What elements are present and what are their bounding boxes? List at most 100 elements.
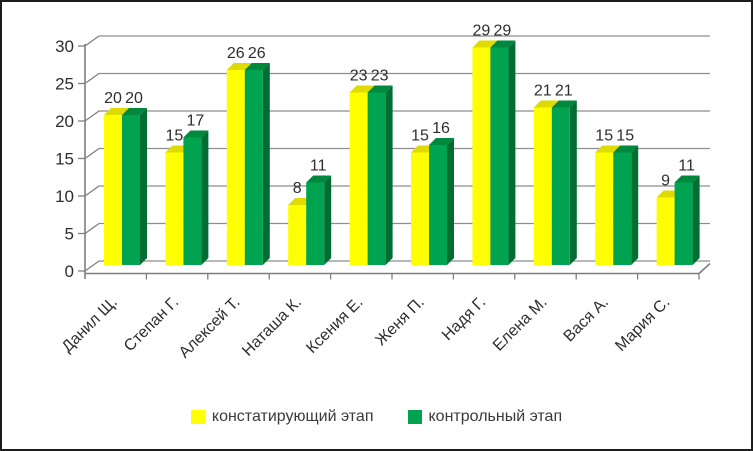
bar-top-s1-c7 bbox=[551, 100, 577, 108]
bar-s0-c0 bbox=[104, 115, 122, 265]
bar-s0-c1 bbox=[165, 152, 184, 265]
data-label: 20 bbox=[104, 90, 122, 107]
bar-side-s1-c7 bbox=[569, 100, 577, 265]
bar-s0-c7 bbox=[533, 107, 552, 265]
bar-s0-c9 bbox=[656, 197, 675, 265]
category-label: Ксения Е. bbox=[303, 294, 366, 357]
bar-side-s1-c0 bbox=[140, 108, 147, 265]
bar-top-s1-c6 bbox=[490, 40, 516, 48]
bar-side-s1-c1 bbox=[201, 130, 209, 265]
bar-top-s1-c2 bbox=[244, 63, 270, 70]
bar-top-s0-c7 bbox=[533, 100, 559, 108]
bar-top-s1-c9 bbox=[674, 175, 700, 183]
category-label: Алексей Т. bbox=[176, 294, 244, 362]
bar-top-s0-c8 bbox=[595, 145, 621, 153]
bar-s0-c6 bbox=[472, 47, 491, 265]
bar-s1-c2 bbox=[244, 70, 263, 265]
bar-s1-c9 bbox=[674, 182, 693, 265]
bar-top-s1-c8 bbox=[613, 145, 639, 153]
bar-side-s1-c6 bbox=[508, 40, 516, 265]
data-label: 26 bbox=[248, 45, 266, 62]
data-label: 15 bbox=[411, 128, 429, 145]
y-tick-label: 10 bbox=[55, 187, 74, 206]
bar-top-s0-c4 bbox=[349, 85, 375, 93]
bar-s1-c4 bbox=[367, 92, 386, 265]
depth-connector bbox=[84, 222, 100, 235]
depth-connector bbox=[84, 110, 100, 122]
legend-item-0: констатирующий этап bbox=[190, 408, 374, 426]
bar-s0-c3 bbox=[288, 205, 307, 265]
data-label: 15 bbox=[166, 128, 184, 145]
category-label: Вася А. bbox=[561, 294, 612, 345]
data-label: 20 bbox=[125, 90, 143, 107]
bar-s1-c5 bbox=[429, 145, 447, 265]
y-tick-label: 5 bbox=[65, 225, 74, 244]
data-label: 8 bbox=[293, 180, 302, 197]
bar-s1-c8 bbox=[613, 152, 632, 265]
data-label: 16 bbox=[432, 120, 450, 137]
chart-legend: констатирующий этап контрольный этап bbox=[2, 408, 751, 426]
depth-connector bbox=[84, 147, 100, 160]
bar-side-s1-c8 bbox=[631, 145, 639, 265]
legend-item-1: контрольный этап bbox=[407, 408, 563, 426]
y-tick-label: 20 bbox=[55, 112, 74, 131]
data-label: 26 bbox=[227, 45, 245, 62]
depth-connector bbox=[84, 35, 100, 47]
bar-s1-c7 bbox=[551, 107, 570, 265]
category-label: Мария С. bbox=[612, 294, 673, 355]
y-tick-label: 15 bbox=[55, 150, 74, 169]
bar-side-s1-c9 bbox=[692, 175, 700, 265]
bar-s0-c5 bbox=[411, 152, 429, 265]
legend-swatch-0 bbox=[190, 410, 205, 424]
depth-connector bbox=[84, 185, 100, 197]
data-label: 11 bbox=[678, 158, 695, 175]
bar-s1-c3 bbox=[306, 182, 325, 265]
floor-depth-edge bbox=[698, 262, 711, 275]
category-label: Женя П. bbox=[372, 294, 427, 349]
data-label: 11 bbox=[310, 158, 327, 175]
bar-side-s1-c2 bbox=[262, 63, 270, 265]
bar-top-s1-c4 bbox=[367, 85, 393, 93]
bar-top-s0-c2 bbox=[226, 63, 252, 70]
depth-connector bbox=[84, 260, 100, 272]
category-label: Данил Щ. bbox=[59, 294, 121, 356]
data-label: 23 bbox=[371, 68, 389, 85]
data-label: 29 bbox=[473, 23, 491, 40]
bar-top-s0-c6 bbox=[472, 40, 498, 48]
data-label: 9 bbox=[661, 173, 670, 190]
bar-top-s1-c1 bbox=[183, 130, 209, 138]
data-label: 21 bbox=[534, 83, 552, 100]
bar-side-s1-c4 bbox=[385, 85, 393, 265]
bar-s0-c2 bbox=[226, 70, 245, 265]
bar-top-s1-c3 bbox=[306, 175, 332, 183]
bar-s1-c6 bbox=[490, 47, 509, 265]
bar-s0-c8 bbox=[595, 152, 614, 265]
legend-label-1: контрольный этап bbox=[428, 408, 563, 425]
bar-top-s1-c5 bbox=[429, 138, 454, 145]
legend-swatch-1 bbox=[407, 410, 422, 424]
bar-top-s1-c0 bbox=[122, 108, 147, 115]
data-label: 17 bbox=[187, 113, 205, 130]
bar-s0-c4 bbox=[349, 92, 368, 265]
data-label: 21 bbox=[555, 83, 573, 100]
category-label: Надя Г. bbox=[439, 294, 489, 344]
category-label: Наташа К. bbox=[239, 294, 305, 360]
bar-top-s0-c0 bbox=[104, 108, 129, 115]
legend-label-0: констатирующий этап bbox=[211, 408, 374, 425]
y-tick-label: 25 bbox=[55, 75, 74, 94]
category-label: Елена М. bbox=[490, 294, 551, 355]
data-label: 15 bbox=[595, 128, 613, 145]
y-tick-label: 0 bbox=[65, 262, 74, 281]
data-label: 15 bbox=[616, 128, 634, 145]
depth-connector bbox=[84, 72, 100, 85]
category-label: Степан Г. bbox=[121, 294, 182, 355]
bar-s1-c0 bbox=[122, 115, 140, 265]
data-label: 23 bbox=[350, 68, 368, 85]
bar-side-s1-c5 bbox=[447, 138, 454, 265]
bar-s1-c1 bbox=[183, 137, 202, 265]
bar-side-s1-c3 bbox=[324, 175, 332, 265]
data-label: 29 bbox=[494, 23, 512, 40]
y-tick-label: 30 bbox=[55, 37, 74, 56]
